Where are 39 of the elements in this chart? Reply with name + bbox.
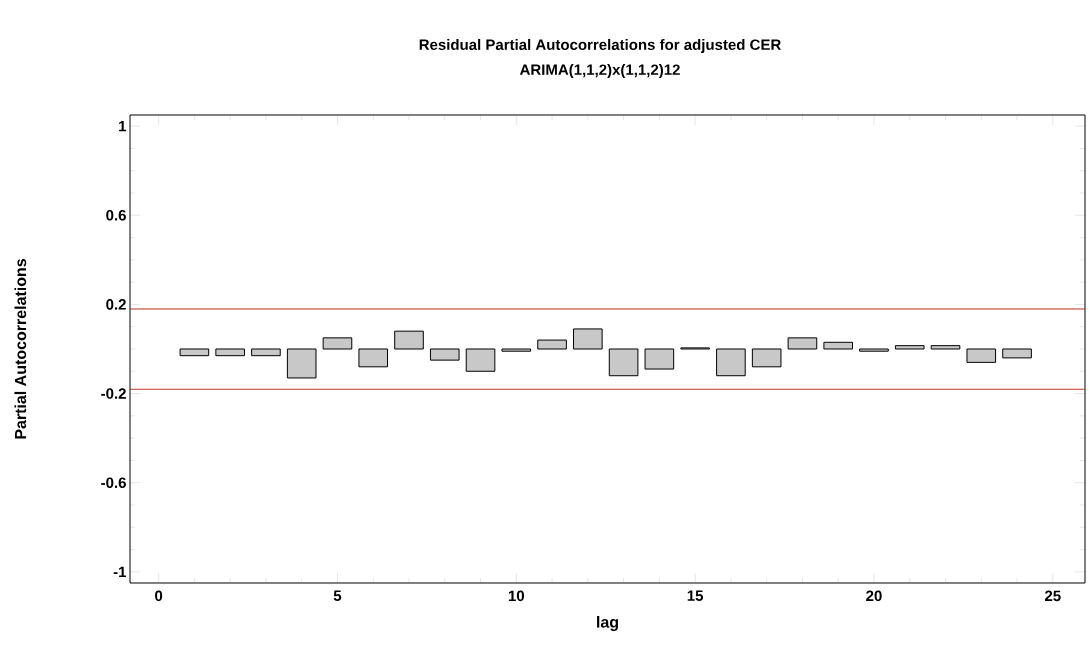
x-tick-label: 0: [155, 590, 163, 602]
bar: [322, 337, 353, 350]
bar: [286, 348, 317, 379]
x-tick-label: 15: [687, 590, 704, 601]
bar: [751, 348, 782, 368]
bar: [1002, 348, 1032, 359]
y-axis-title: Partial Autocorrelations: [14, 258, 27, 439]
y-tick-label: -1: [113, 566, 127, 577]
y-tick-label: 0.6: [106, 209, 126, 221]
y-tick-label: 0.2: [106, 299, 126, 310]
x-tick-label: 20: [866, 590, 882, 602]
bar: [787, 337, 818, 350]
x-tick-label: 10: [508, 590, 525, 602]
y-tick-label: -0.6: [101, 477, 126, 489]
bar: [465, 348, 496, 372]
chart-subtitle: ARIMA(1,1,2)x(1,1,2)12: [519, 64, 680, 78]
bar: [179, 348, 210, 357]
bar: [930, 345, 961, 350]
chart-title: Residual Partial Autocorrelations for adjusted CER: [419, 39, 781, 53]
x-tick-label: 5: [333, 590, 342, 601]
bar: [894, 345, 925, 350]
bar: [537, 339, 567, 350]
x-tick-label: 25: [1044, 590, 1061, 602]
bar: [608, 348, 639, 377]
bar: [644, 348, 675, 370]
bar: [358, 348, 389, 368]
bar: [859, 348, 889, 352]
y-tick-label: 1: [119, 120, 127, 132]
bar: [823, 341, 854, 350]
y-tick-label: -0.2: [101, 388, 126, 399]
bar: [573, 328, 603, 350]
bar: [429, 348, 460, 361]
bar: [394, 330, 424, 350]
bar: [251, 348, 281, 357]
bar: [966, 348, 997, 363]
x-axis-title: lag: [597, 616, 618, 631]
bar: [501, 348, 532, 352]
bar: [215, 348, 245, 357]
bar: [716, 348, 746, 377]
